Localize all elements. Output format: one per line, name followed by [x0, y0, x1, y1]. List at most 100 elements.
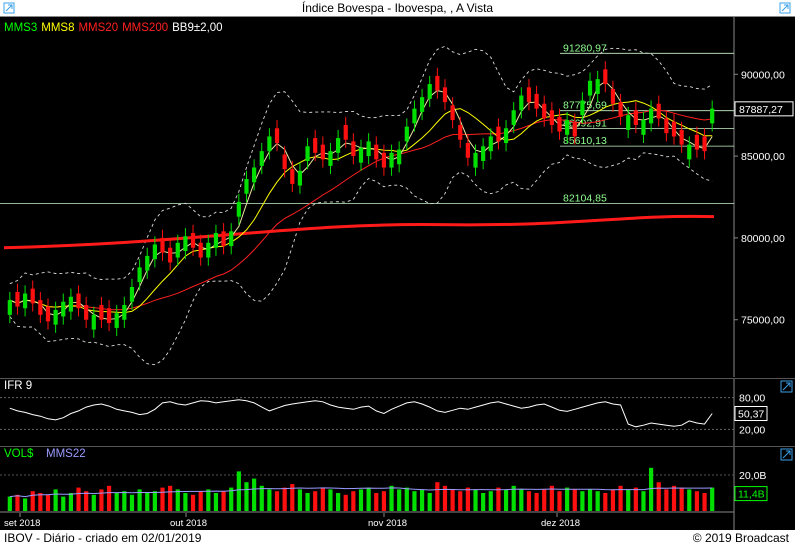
candle-body	[61, 301, 66, 317]
volume-bar	[557, 491, 562, 511]
vol-current-label: 11,4B	[738, 489, 765, 501]
volume-bar	[496, 487, 501, 511]
volume-bar	[168, 485, 173, 511]
candle-body	[488, 136, 493, 152]
volume-bar	[404, 487, 409, 511]
y-tick-label: 90000,00	[741, 69, 785, 81]
volume-bar	[252, 478, 257, 511]
mms200-line	[3, 214, 715, 250]
ifr-line	[9, 399, 713, 428]
volume-bar	[649, 467, 654, 511]
footer-left: IBOV - Diário - criado em 02/01/2019	[4, 531, 202, 545]
candle-body	[534, 93, 539, 109]
candle-body	[198, 242, 203, 258]
candle-body	[450, 105, 455, 121]
candle-body	[442, 87, 448, 103]
volume-bar	[580, 491, 585, 511]
candle-body	[45, 306, 51, 322]
volume-bar	[389, 485, 394, 511]
volume-bar	[458, 491, 463, 511]
volume-bar	[22, 498, 28, 511]
candle-body	[15, 291, 20, 307]
expand-icon[interactable]	[779, 2, 791, 14]
window-title: Índice Bovespa - Ibovespa, , A Vista	[301, 1, 494, 15]
candle-body	[183, 236, 188, 251]
bollinger-lower	[9, 152, 713, 366]
candle-body	[687, 144, 692, 160]
volume-bar	[198, 491, 203, 511]
candle-body	[710, 108, 715, 124]
candle-body	[473, 152, 478, 168]
volume-bar	[244, 482, 249, 511]
volume-bar	[274, 491, 280, 511]
volume-bar	[45, 494, 51, 511]
candle-body	[496, 126, 501, 142]
volume-bar	[465, 487, 470, 511]
volume-bar	[694, 491, 700, 511]
volume-bar	[542, 489, 547, 511]
volume-bar	[290, 484, 295, 511]
candle-body	[122, 305, 127, 320]
candle-body	[221, 231, 226, 247]
legend-item-mms200: MMS200	[122, 22, 169, 34]
volume-bar	[351, 491, 356, 511]
volume-bar	[671, 485, 677, 511]
ifr-label-20: 20,00	[739, 424, 765, 436]
volume-bar	[565, 487, 570, 511]
candle-body	[38, 300, 43, 315]
candle-body	[465, 143, 470, 158]
volume-bar	[702, 493, 707, 511]
candle-body	[580, 100, 585, 116]
volume-bar	[183, 493, 188, 511]
volume-bar	[320, 487, 325, 511]
volume-bar	[641, 491, 646, 511]
volume-bar	[618, 485, 623, 511]
vol-level-label: 20,0B	[739, 470, 766, 482]
y-tick-label: 80000,00	[741, 233, 785, 245]
vol-current-tag	[734, 486, 768, 502]
volume-bar	[313, 491, 318, 511]
ifr-chart[interactable]: 80,00 20,00 50,37	[0, 379, 795, 446]
candle-body	[259, 151, 264, 166]
candle-body	[587, 80, 593, 96]
candle-body	[236, 201, 241, 217]
volume-bar	[305, 493, 310, 511]
volume-bar	[503, 489, 509, 511]
volume-bar	[160, 487, 165, 511]
volume-bar	[519, 489, 524, 511]
candle-body	[649, 108, 654, 124]
candle-body	[328, 151, 333, 166]
candle-body	[53, 309, 58, 325]
candle-body	[458, 125, 463, 140]
level-label: 87775,69	[563, 100, 607, 112]
candle-body	[274, 128, 280, 143]
volume-bar	[473, 489, 478, 511]
window-title-bar: Índice Bovespa - Ibovespa, , A Vista	[0, 0, 795, 17]
candle-body	[68, 296, 73, 312]
volume-chart[interactable]: 20,0B 11,4B set 2018 out 2018 nov 2018 dez 20…	[0, 447, 795, 531]
ifr-label-80: 80,00	[739, 393, 765, 405]
volume-bar	[206, 489, 211, 511]
volume-bar	[106, 485, 112, 511]
volume-bar	[488, 491, 493, 511]
candle-body	[519, 95, 524, 111]
volume-bar	[610, 489, 616, 511]
candle-body	[7, 300, 12, 315]
candle-body	[397, 149, 402, 165]
candle-body	[168, 247, 173, 263]
volume-bar	[374, 493, 379, 511]
ifr-title: IFR 9	[4, 380, 33, 392]
candle-body	[106, 308, 112, 323]
volume-bar	[30, 491, 35, 511]
volume-bar	[534, 493, 539, 511]
candle-body	[351, 141, 356, 157]
candle-body	[610, 89, 616, 104]
candle-body	[129, 287, 135, 302]
volume-bar	[53, 489, 58, 511]
candle-body	[84, 305, 89, 320]
vol-expand-icon	[780, 448, 793, 461]
footer-right: © 2019 Broadcast	[692, 531, 789, 545]
ifr-expand-icon	[780, 380, 793, 393]
price-chart[interactable]: 90000,00 85000,00 80000,00 75000,00 91280,97…	[0, 17, 795, 377]
volume-bar	[412, 491, 417, 511]
